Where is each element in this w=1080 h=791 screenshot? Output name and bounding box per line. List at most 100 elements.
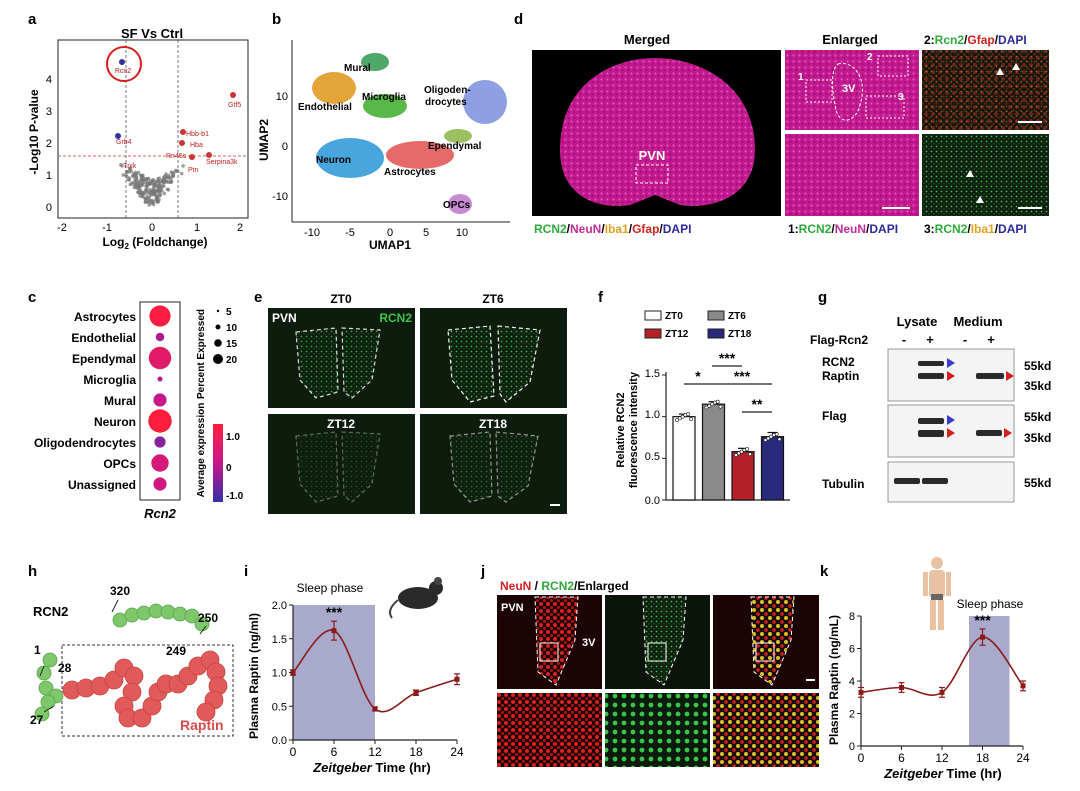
size-legend-dot <box>213 354 223 364</box>
gene-point <box>169 180 174 184</box>
ventricle-outline <box>832 63 863 121</box>
lane-label: + <box>926 332 934 347</box>
x-tick: 18 <box>976 751 990 765</box>
legend-swatch <box>644 310 662 321</box>
column-header: Enlarged <box>822 32 878 47</box>
gene-point <box>147 203 151 207</box>
gene-point <box>128 166 132 171</box>
cell-type-label: Unassigned <box>68 478 136 492</box>
y-axis-label: Relative RCN2fluorescence intensity <box>615 371 640 488</box>
cell-type-label: Oligodendrocytes <box>34 436 136 450</box>
gene-point <box>140 192 144 196</box>
residue-bead <box>42 652 58 668</box>
gene-point <box>143 200 148 204</box>
gene-point <box>163 178 167 182</box>
gene-label: Ptn <box>188 167 199 174</box>
y-tick: 1 <box>46 170 52 182</box>
y-tick: 0 <box>849 741 855 753</box>
band <box>976 373 1004 379</box>
dotplot-point <box>154 436 166 448</box>
y-tick: -10 <box>272 191 288 203</box>
x-tick-labels: -2 -1 0 1 2 <box>57 222 243 234</box>
gene-point <box>140 194 145 199</box>
panel-f: f ZT0 ZT6 ZT12 ZT18 0.0 0.5 1.0 1.5 Rela… <box>598 289 790 507</box>
gene-point <box>157 176 162 181</box>
y-tick-labels: 0.0 0.5 1.0 1.5 <box>645 368 660 507</box>
x-axis-label: Zeitgeber Time (hr) <box>883 766 1002 781</box>
gene-point <box>152 191 156 196</box>
line-chart: 0 6 12 18 24 0.0 0.5 1.0 1.5 2.0 *** <box>272 600 464 759</box>
panel-g: g Lysate Medium Flag-Rcn2 - + - + <box>810 289 1051 503</box>
mw-label: 55kd <box>1024 359 1051 373</box>
replicate-point <box>715 399 720 404</box>
ventricle-label: 3V <box>842 83 856 95</box>
gene-point <box>134 172 139 176</box>
band-marker <box>947 371 955 381</box>
replicate-point <box>677 416 682 421</box>
time-label: ZT6 <box>482 292 504 306</box>
y-axis-label: Plasma Raptin (ng/mL) <box>827 615 841 745</box>
gene-point <box>136 190 140 194</box>
residue-pointer <box>111 599 119 613</box>
replicate-point <box>686 412 691 417</box>
bar <box>731 451 755 501</box>
protein-label: RCN2 <box>33 604 68 619</box>
gene-point <box>162 191 167 196</box>
colorbar <box>213 424 223 502</box>
band <box>918 430 944 437</box>
image-rcn2-enlarged <box>605 693 710 767</box>
legend-label: ZT6 <box>728 311 746 322</box>
pvn-outline <box>750 596 795 686</box>
row-label: Flag-Rcn2 <box>810 333 868 347</box>
colorbar-label: 1.0 <box>226 432 240 443</box>
y-tick: 2.0 <box>272 600 287 612</box>
gene-point <box>147 190 152 194</box>
x-tick: 1 <box>194 222 200 234</box>
gene-point <box>125 169 130 174</box>
gene-point <box>120 164 124 168</box>
gene-point <box>156 199 160 204</box>
gene-point <box>127 176 132 180</box>
blot-bands <box>894 361 1004 484</box>
image-zt0 <box>268 308 415 408</box>
gene-point <box>144 189 149 193</box>
data-point <box>372 706 378 712</box>
band <box>918 361 944 366</box>
colorbar-label: 0 <box>226 463 232 474</box>
y-tick: 0.0 <box>272 735 287 747</box>
inset-1-legend: 1:RCN2/NeuN/DAPI <box>788 222 898 236</box>
replicate-point <box>707 403 712 408</box>
x-tick: 12 <box>935 751 949 765</box>
gene-point <box>140 173 144 178</box>
legend-swatch <box>707 328 725 339</box>
cluster-ependymal <box>444 129 472 143</box>
panel-e: e PVN RCN2 ZT0 ZT6 ZT12 ZT18 <box>254 289 567 514</box>
time-label: ZT0 <box>330 292 352 306</box>
y-tick: 0 <box>46 202 52 214</box>
mouse-icon <box>389 577 443 619</box>
cell-type-label: Ependymal <box>72 352 136 366</box>
size-legend-dot <box>215 324 221 330</box>
data-point <box>290 670 296 675</box>
y-tick: 2 <box>46 138 52 150</box>
phase-label: Sleep phase <box>297 581 364 595</box>
size-legend-label: 5 <box>226 307 232 318</box>
blot-row-labels: RCN2 Raptin Flag Tubulin <box>822 355 864 491</box>
data-point <box>180 129 186 135</box>
time-labels-inside: ZT12 ZT18 <box>327 417 507 431</box>
x-tick: 18 <box>409 745 423 759</box>
significance-label: *** <box>974 612 991 628</box>
band <box>922 478 948 484</box>
bar-chart <box>662 372 790 501</box>
cell-type-label: Mural <box>104 394 136 408</box>
color-legend-title: Average expression <box>196 403 207 498</box>
y-tick: 0.5 <box>645 451 660 463</box>
x-tick: -1 <box>102 222 112 234</box>
cell-type-label: Astrocytes <box>74 310 136 324</box>
replicate-point <box>774 432 779 437</box>
data-point <box>179 140 185 146</box>
y-axis-label: UMAP2 <box>257 119 271 161</box>
inset-3-legend: 3:RCN2/Iba1/DAPI <box>924 222 1027 236</box>
time-label: ZT18 <box>479 417 507 431</box>
